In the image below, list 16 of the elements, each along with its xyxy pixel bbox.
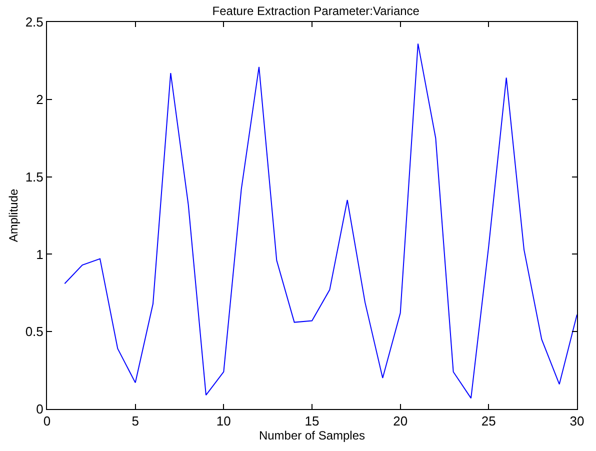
y-tick-label: 2 (36, 92, 44, 107)
x-axis-title: Number of Samples (258, 428, 366, 443)
x-tick-label: 5 (132, 414, 139, 429)
y-tick-label: 1.5 (25, 169, 44, 184)
x-tick-label: 15 (304, 414, 320, 429)
x-tick-label: 20 (393, 414, 408, 429)
x-tick-label: 25 (481, 414, 496, 429)
line-series (64, 43, 577, 399)
y-axis-title: Amplitude (6, 188, 21, 242)
x-tick-label: 30 (570, 414, 584, 429)
y-tick-label: 1 (36, 246, 44, 262)
y-tick-label: 2.5 (25, 14, 44, 30)
y-tick-label: 0 (36, 402, 44, 417)
x-tick-label: 10 (216, 414, 231, 429)
chart-title: Feature Extraction Parameter:Variance (212, 4, 420, 18)
y-tick-label: 0.5 (25, 324, 44, 340)
